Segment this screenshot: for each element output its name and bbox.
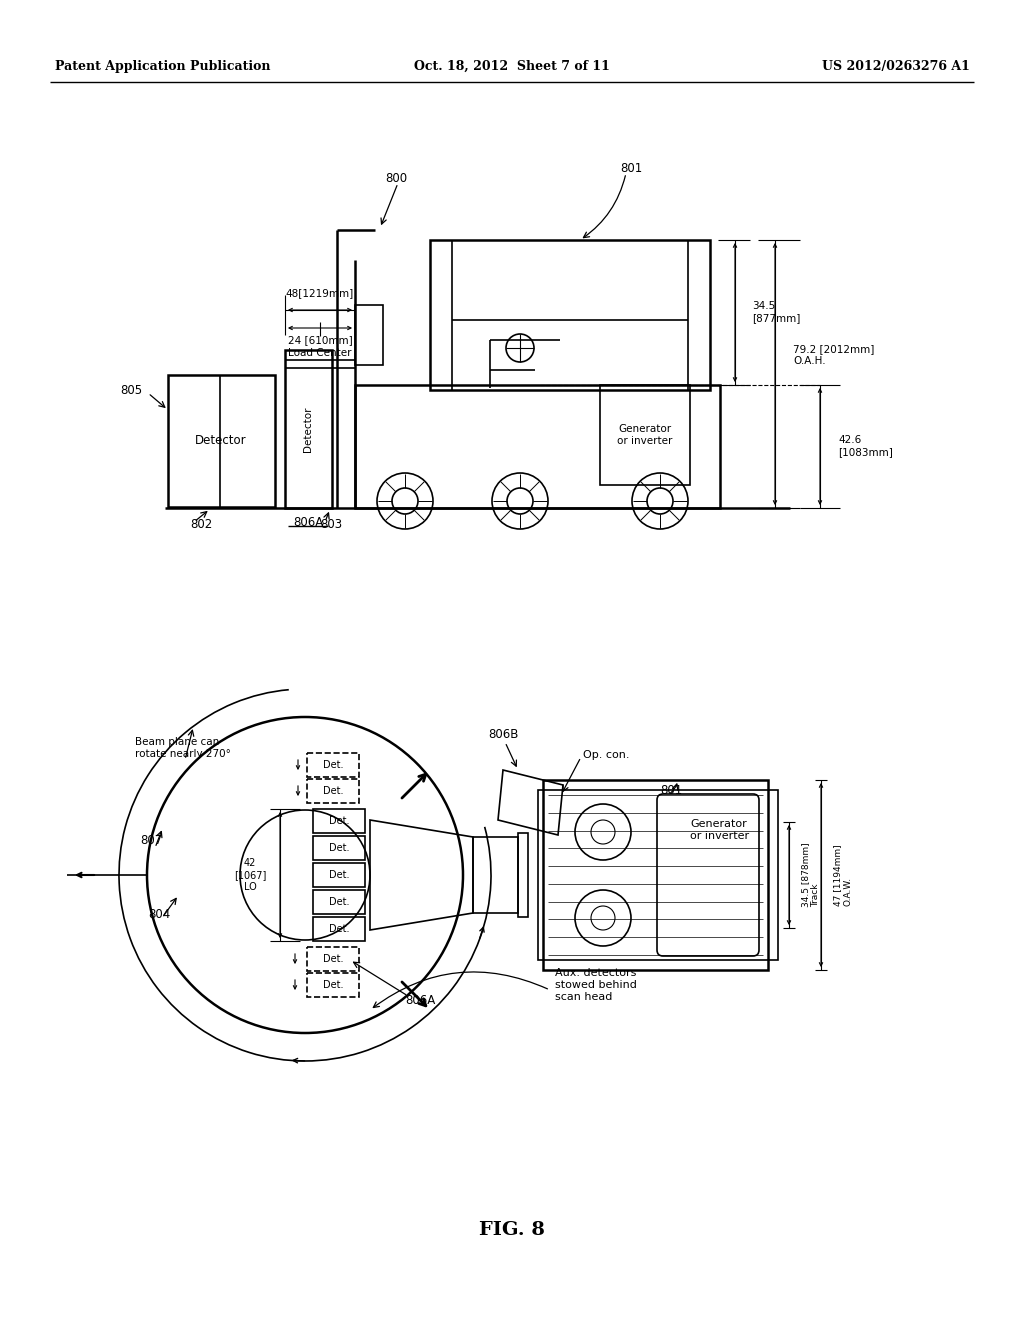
Text: 802: 802: [190, 519, 212, 532]
Text: 806A: 806A: [404, 994, 435, 1006]
Bar: [538, 789, 778, 960]
Text: Generator
or inverter: Generator or inverter: [617, 424, 673, 446]
Text: Beam plane can
rotate nearly 270°: Beam plane can rotate nearly 270°: [135, 737, 230, 759]
Text: Det.: Det.: [323, 979, 343, 990]
Bar: [313, 836, 365, 861]
Text: FIG. 8: FIG. 8: [479, 1221, 545, 1239]
Text: 804: 804: [148, 908, 170, 921]
Text: Det.: Det.: [329, 870, 349, 880]
Text: 800: 800: [385, 172, 408, 185]
Text: 42.6
[1083mm]: 42.6 [1083mm]: [838, 436, 893, 457]
Text: 801: 801: [620, 161, 642, 174]
Text: Op. con.: Op. con.: [583, 750, 630, 760]
Text: 806A: 806A: [293, 516, 324, 529]
Bar: [313, 890, 365, 913]
Text: Det.: Det.: [329, 924, 349, 935]
Text: US 2012/0263276 A1: US 2012/0263276 A1: [822, 59, 970, 73]
Bar: [285, 350, 332, 508]
Text: Detector: Detector: [196, 434, 247, 447]
Text: 24 [610mm]: 24 [610mm]: [288, 335, 352, 345]
Text: Det.: Det.: [323, 785, 343, 796]
Bar: [313, 863, 365, 887]
Text: 79.2 [2012mm]
O.A.H.: 79.2 [2012mm] O.A.H.: [793, 345, 874, 366]
Text: Patent Application Publication: Patent Application Publication: [55, 59, 270, 73]
Bar: [355, 305, 383, 366]
Bar: [600, 385, 690, 484]
Bar: [543, 780, 768, 970]
Text: Aux. detectors
stowed behind
scan head: Aux. detectors stowed behind scan head: [555, 969, 637, 1002]
Text: Oct. 18, 2012  Sheet 7 of 11: Oct. 18, 2012 Sheet 7 of 11: [414, 59, 610, 73]
Text: 34.5 [878mm]
Track: 34.5 [878mm] Track: [801, 842, 820, 907]
Text: Det.: Det.: [329, 843, 349, 853]
Text: 48[1219mm]: 48[1219mm]: [286, 288, 354, 298]
Bar: [307, 946, 359, 972]
Bar: [518, 833, 528, 917]
Bar: [307, 973, 359, 997]
Text: Det.: Det.: [323, 760, 343, 770]
Text: Det.: Det.: [323, 954, 343, 964]
Text: Detector: Detector: [303, 407, 313, 451]
Bar: [168, 375, 275, 507]
Text: 805: 805: [120, 384, 142, 396]
Text: 807: 807: [140, 833, 162, 846]
Bar: [355, 385, 720, 508]
Text: 42
[1067]
LO: 42 [1067] LO: [233, 858, 266, 891]
Bar: [307, 752, 359, 777]
Text: 34.5
[877mm]: 34.5 [877mm]: [752, 301, 801, 323]
Bar: [313, 809, 365, 833]
Text: 47 [1194mm]
O.A.W.: 47 [1194mm] O.A.W.: [833, 845, 852, 906]
Text: Generator
or inverter: Generator or inverter: [690, 820, 750, 841]
Text: Load Center: Load Center: [288, 348, 352, 358]
Text: 803: 803: [319, 519, 342, 532]
Text: Det.: Det.: [329, 898, 349, 907]
Bar: [430, 240, 710, 389]
Bar: [313, 917, 365, 941]
Bar: [473, 837, 518, 913]
Text: Det.: Det.: [329, 816, 349, 826]
Bar: [307, 779, 359, 803]
Text: 801: 801: [660, 784, 682, 796]
Text: 806B: 806B: [488, 729, 518, 742]
